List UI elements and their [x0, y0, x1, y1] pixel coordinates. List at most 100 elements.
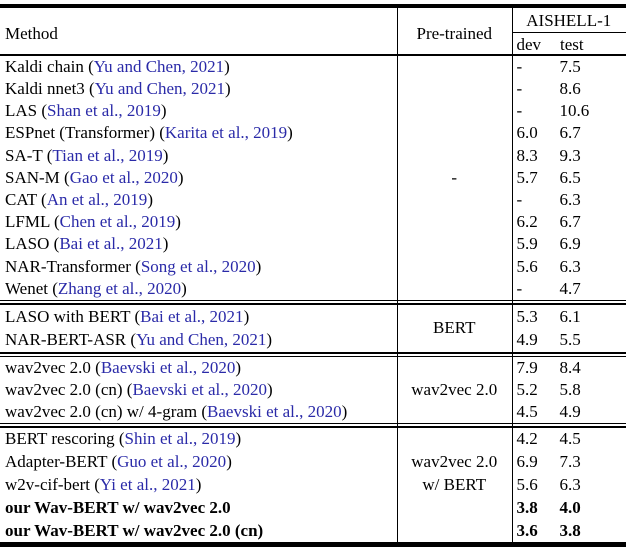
citation-link[interactable]: Shin et al., 2019 — [124, 429, 236, 449]
citation-link[interactable]: Bai et al., 2021 — [59, 234, 163, 254]
citation-link[interactable]: Karita et al., 2019 — [164, 123, 288, 143]
table-row: NAR-Transformer (Song et al., 2020) 5.6 6.… — [5, 256, 581, 276]
test-value: 6.3 — [559, 190, 581, 210]
dev-value: 3.8 — [516, 497, 538, 517]
section-bert: LASO with BERT (Bai et al., 2021) 5.3 6.1 … — [0, 305, 626, 352]
dev-value: - — [516, 101, 523, 121]
test-value: 9.3 — [559, 145, 581, 165]
table-row: LASO with BERT (Bai et al., 2021) 5.3 6.1 — [5, 306, 581, 326]
table-row: Wenet (Zhang et al., 2020) -4.7 — [5, 278, 581, 298]
dev-value: 6.9 — [516, 452, 538, 472]
dev-value: 5.7 — [516, 167, 538, 187]
table-row: wav2vec 2.0 (Baevski et al., 2020) 7.9 8.4 — [5, 358, 581, 377]
table-row: SA-T (Tian et al., 2019) 8.3 9.3 — [5, 145, 581, 165]
test-value: 6.7 — [559, 212, 581, 232]
test-value: 6.3 — [559, 474, 581, 494]
table-row: wav2vec 2.0 (cn) w/ 4-gram (Baevski et a… — [5, 402, 581, 421]
test-value: 4.7 — [559, 278, 581, 298]
dev-value: 7.9 — [516, 358, 538, 377]
table-row: Kaldi nnet3 (Yu and Chen, 2021) -8.6 — [5, 78, 581, 98]
dev-value: - — [516, 190, 523, 210]
citation-link[interactable]: Yu and Chen, 2021 — [93, 56, 225, 76]
citation-link[interactable]: Guo et al., 2020 — [117, 452, 227, 472]
citation-link[interactable]: Zhang et al., 2020 — [57, 278, 182, 298]
citation-link[interactable]: Shan et al., 2019 — [47, 101, 161, 121]
test-value: 7.3 — [559, 452, 581, 472]
dev-value: 6.0 — [516, 123, 538, 143]
table-row-ours: our Wav-BERT w/ wav2vec 2.0 (cn) 3.6 3.8 — [5, 520, 581, 540]
test-value: 6.7 — [559, 123, 581, 143]
table-row: w2v-cif-bert (Yi et al., 2021) 5.6 6.3 — [5, 474, 581, 494]
table-row: LFML (Chen et al., 2019) 6.2 6.7 — [5, 212, 581, 232]
test-value: 6.9 — [559, 234, 581, 254]
pretrained-bert-line2: w/ BERT — [422, 474, 487, 494]
citation-link[interactable]: An et al., 2019 — [46, 190, 148, 210]
section-wav2vec-bert: BERT rescoring (Shin et al., 2019) 4.2 4.5… — [0, 428, 626, 542]
test-value: 8.4 — [559, 358, 581, 377]
citation-link[interactable]: Song et al., 2020 — [140, 256, 256, 276]
citation-link[interactable]: Yi et al., 2021 — [99, 474, 196, 494]
header-rule — [0, 54, 626, 56]
citation-link[interactable]: Chen et al., 2019 — [59, 212, 176, 232]
pretrained-wav2vec-line1: wav2vec 2.0 — [411, 451, 498, 471]
table-row: SAN-M (Gao et al., 2020) 5.7 6.5 — [5, 167, 581, 187]
column-divider-left — [397, 8, 399, 542]
dev-value: - — [516, 78, 523, 98]
test-value: 5.5 — [559, 330, 581, 350]
citation-link[interactable]: Yu and Chen, 2021 — [94, 78, 226, 98]
citation-link[interactable]: Bai et al., 2021 — [140, 306, 244, 326]
dev-value: 8.3 — [516, 145, 538, 165]
table-row: CAT (An et al., 2019) -6.3 — [5, 190, 581, 210]
dev-value: 4.2 — [516, 429, 538, 449]
table-row: Kaldi chain (Yu and Chen, 2021) -7.5 — [5, 56, 581, 76]
pretrained-wav2vec: wav2vec 2.0 — [411, 380, 498, 399]
test-value: 8.6 — [559, 78, 581, 98]
test-value: 6.5 — [559, 167, 581, 187]
section3-rule-b — [0, 426, 626, 428]
table-row: LAS (Shan et al., 2019) -10.6 — [5, 101, 590, 121]
section-baselines: Kaldi chain (Yu and Chen, 2021) -7.5 Kald… — [0, 56, 626, 300]
dev-value: 4.9 — [516, 330, 538, 350]
header-dev: dev — [516, 35, 542, 54]
header-method: Method — [5, 24, 58, 43]
dev-value: 6.2 — [516, 212, 538, 232]
header-pretrained: Pre-trained — [416, 24, 493, 43]
pretrained-bert: BERT — [433, 318, 476, 337]
citation-link[interactable]: Baevski et al., 2020 — [132, 380, 268, 399]
dev-value: - — [516, 56, 523, 76]
table-row: wav2vec 2.0 (cn) (Baevski et al., 2020) 5… — [5, 380, 581, 399]
test-value: 7.5 — [559, 56, 581, 76]
citation-link[interactable]: Yu and Chen, 2021 — [136, 330, 267, 350]
header-test: test — [560, 35, 584, 54]
citation-link[interactable]: Tian et al., 2019 — [52, 145, 163, 165]
dev-value: 5.3 — [516, 306, 538, 326]
citation-link[interactable]: Baevski et al., 2020 — [100, 358, 236, 377]
citation-link[interactable]: Baevski et al., 2020 — [207, 402, 342, 421]
table-row: ESPnet (Transformer) (Karita et al., 201… — [5, 123, 581, 143]
dev-value: 5.6 — [516, 474, 538, 494]
table-row: Adapter-BERT (Guo et al., 2020) 6.9 7.3 — [5, 452, 581, 472]
test-value: 5.8 — [559, 380, 581, 399]
dev-value: 3.6 — [516, 520, 538, 540]
section2-rule-a — [0, 352, 626, 354]
section1-rule-b — [0, 303, 626, 305]
bottom-rule — [0, 542, 626, 547]
column-divider-right — [511, 8, 513, 542]
table-row: BERT rescoring (Shin et al., 2019) 4.2 4.5 — [5, 429, 581, 449]
dev-value: - — [516, 278, 523, 298]
table-row: NAR-BERT-ASR (Yu and Chen, 2021) 4.9 5.5 — [5, 330, 581, 350]
dev-value: 5.9 — [516, 234, 538, 254]
test-value: 6.3 — [559, 256, 581, 276]
table-row: LASO (Bai et al., 2021) 5.9 6.9 — [5, 234, 581, 254]
dev-value: 5.2 — [516, 380, 538, 399]
dev-value: 5.6 — [516, 256, 538, 276]
section3-rule-a — [0, 423, 626, 425]
test-value: 6.1 — [559, 306, 581, 326]
section1-rule-a — [0, 300, 626, 302]
test-value: 4.5 — [559, 429, 581, 449]
top-rule — [0, 3, 626, 8]
citation-link[interactable]: Gao et al., 2020 — [69, 167, 178, 187]
section-wav2vec: wav2vec 2.0 (Baevski et al., 2020) 7.9 8.4… — [0, 357, 626, 423]
table-row-ours: our Wav-BERT w/ wav2vec 2.0 3.8 4.0 — [5, 497, 581, 517]
